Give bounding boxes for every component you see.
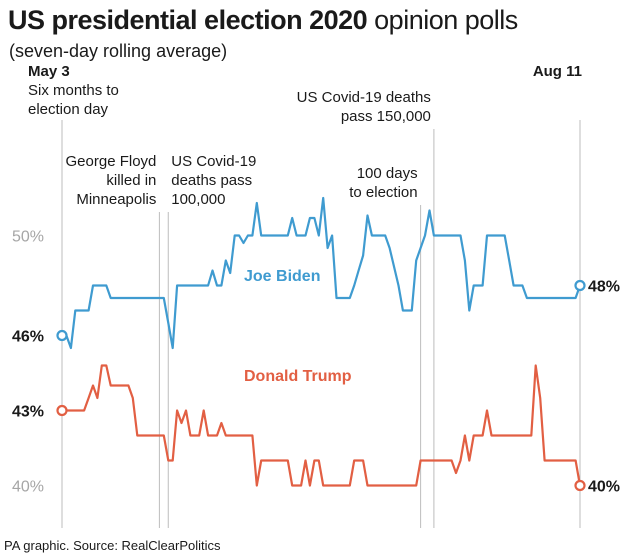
y-tick-label-50: 50%	[12, 229, 44, 246]
annotation-us-covid-19-line-2: deaths pass	[171, 172, 252, 189]
y-tick-label-40: 40%	[12, 479, 44, 496]
series-start-marker-donald-trump	[56, 404, 68, 417]
series-end-label-donald-trump: 40%	[588, 479, 620, 496]
annotation-100-days-line-2: to election	[349, 184, 417, 201]
chart-title: US presidential election 2020 opinion po…	[8, 4, 518, 36]
y-axis-labels: 50% 46% 43% 40%	[12, 229, 44, 496]
y-tick-label-43: 43%	[12, 404, 44, 421]
source-note: PA graphic. Source: RealClearPolitics	[4, 538, 221, 553]
series-end-marker-donald-trump	[574, 479, 586, 492]
annotation-us-covid-19-deaths-line-2: pass 150,000	[341, 108, 431, 125]
chart-title-bold: US presidential election 2020	[8, 5, 368, 35]
series-line-joe-biden	[62, 196, 582, 350]
series-end-marker-joe-biden	[574, 279, 586, 292]
annotation-us-covid-19-deaths-line-1: US Covid-19 deaths	[297, 89, 431, 106]
event-annotations: May 3 Six months to election day George Flo…	[28, 63, 582, 208]
annotation-george-floyd-line-3: Minneapolis	[76, 191, 156, 208]
annotation-george-floyd-line-1: George Floyd	[66, 153, 157, 170]
chart-subtitle: (seven-day rolling average)	[9, 41, 228, 61]
y-tick-label-46: 46%	[12, 329, 44, 346]
series-start-marker-joe-biden	[56, 329, 68, 342]
annotation-may-3-line-2: Six months to	[28, 82, 119, 99]
annotation-may-3-line-3: election day	[28, 101, 109, 118]
annotation-may-3-line-1: May 3	[28, 63, 70, 80]
annotation-100-days-line-1: 100 days	[357, 165, 418, 182]
series-line-donald-trump	[62, 364, 582, 487]
annotation-us-covid-19-line-1: US Covid-19	[171, 153, 256, 170]
annotation-george-floyd-line-2: killed in	[106, 172, 156, 189]
chart-title-rest: opinion polls	[367, 5, 518, 35]
annotation-us-covid-19-line-3: 100,000	[171, 191, 225, 208]
series-end-label-joe-biden: 48%	[588, 279, 620, 296]
annotation-aug-11-line-1: Aug 11	[533, 63, 582, 80]
series-name-donald-trump: Donald Trump	[244, 368, 352, 385]
chart-series: 48% Joe Biden 40% Donald Trump	[56, 196, 620, 496]
series-name-joe-biden: Joe Biden	[244, 268, 320, 285]
